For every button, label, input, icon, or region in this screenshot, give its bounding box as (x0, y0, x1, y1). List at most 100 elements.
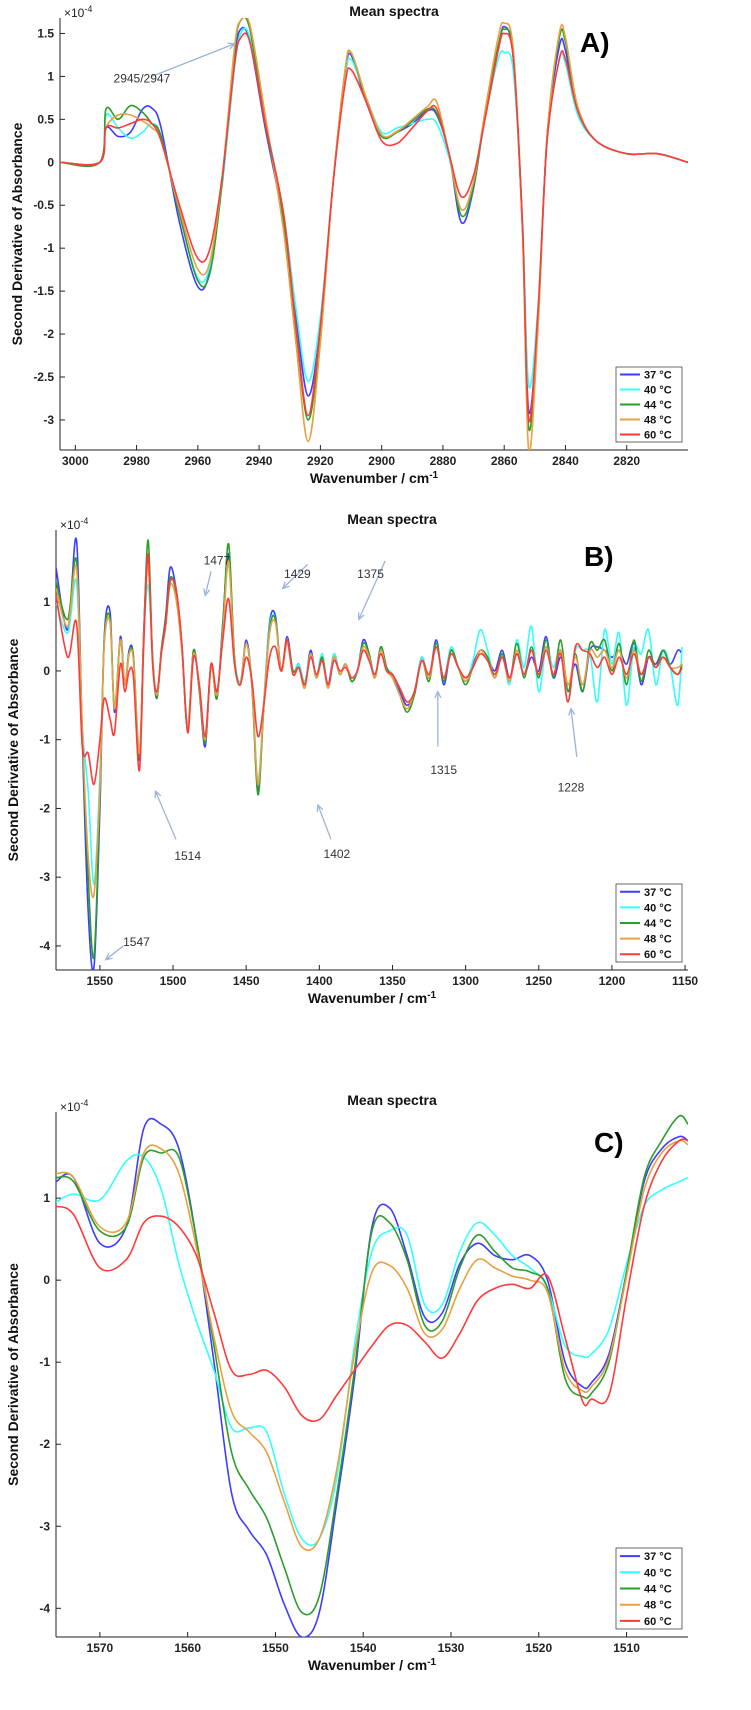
panel-title: Mean spectra (347, 511, 437, 527)
series-line-37c (56, 1117, 688, 1637)
annotation: 1514 (154, 789, 201, 863)
x-tick-label: 2840 (552, 454, 579, 468)
legend-label: 37 °C (644, 1551, 672, 1563)
annotation-arrow (317, 804, 332, 840)
x-axis-label: Wavenumber / cm-1 (308, 990, 437, 1006)
annotation-arrow (282, 563, 309, 589)
annotation-label: 1547 (123, 935, 150, 949)
annotation-arrowhead (316, 803, 324, 813)
y-multiplier: ×10-4 (64, 4, 92, 20)
x-tick-label: 1450 (233, 974, 260, 988)
x-tick-label: 2880 (430, 454, 457, 468)
panel-b: 1550 1500 1450 1400 1350 1300 1250 1200 1150 1 0 -1… (5, 511, 698, 1006)
annotation-arrowhead (357, 612, 365, 621)
legend-label: 44 °C (644, 1584, 672, 1596)
legend-label: 37 °C (644, 887, 672, 899)
legend: 37 °C 40 °C 44 °C 48 °C 60 °C (615, 366, 683, 443)
x-tick-label: 1300 (452, 974, 479, 988)
y-tick-label: 1.5 (37, 26, 54, 40)
y-tick-label: 1 (43, 595, 50, 609)
x-tick-label: 1400 (306, 974, 333, 988)
x-tick-label: 2940 (246, 454, 273, 468)
x-tick-label: 1350 (379, 974, 406, 988)
series-line-40c (56, 1153, 688, 1547)
x-tick-label: 1570 (87, 1641, 114, 1655)
panel-letter: A) (580, 27, 610, 58)
y-tick-label: -0.5 (33, 198, 54, 212)
x-tick-label: 1560 (174, 1641, 201, 1655)
legend-label: 44 °C (644, 400, 672, 412)
y-tick-label: -2.5 (33, 370, 54, 384)
series-line-60c (56, 553, 683, 786)
x-axis-label: Wavenumber / cm-1 (310, 470, 439, 486)
annotation: 1315 (430, 690, 457, 777)
annotation-label: 1429 (284, 567, 311, 581)
series-line-48c (56, 1139, 688, 1552)
annotation-arrow (154, 790, 177, 840)
x-tick-label: 3000 (62, 454, 89, 468)
annotation: 1228 (558, 707, 585, 794)
annotation-arrowhead (434, 690, 442, 699)
x-tick-label: 1530 (438, 1641, 465, 1655)
series-line-44c (56, 1114, 688, 1616)
annotation-label: 2945/2947 (114, 71, 171, 85)
annotation-arrow (105, 945, 124, 961)
y-tick-label: -3 (39, 870, 50, 884)
x-tick-label: 1150 (672, 974, 698, 988)
legend: 37 °C 40 °C 44 °C 48 °C 60 °C (615, 883, 683, 963)
y-tick-label: -3 (43, 413, 54, 427)
annotation-label: 1477 (204, 553, 231, 567)
panel-c: 1570 1560 1550 1540 1530 1520 1510 1 0 -1 -2 -3 -4 ×1… (5, 1092, 688, 1673)
legend-label: 60 °C (644, 1616, 672, 1628)
y-multiplier: ×10-4 (60, 1098, 88, 1114)
x-tick-label: 2820 (613, 454, 640, 468)
x-tick-label: 2960 (185, 454, 212, 468)
annotation-arrowhead (568, 707, 576, 716)
annotation: 1477 (203, 553, 231, 597)
x-tick-label: 1550 (87, 974, 114, 988)
y-tick-label: -1 (39, 733, 50, 747)
legend-label: 44 °C (644, 918, 672, 930)
panel-a: 3000 2980 2960 2940 2920 2900 2880 2860 2840 2820… (9, 3, 688, 486)
annotation-arrowhead (227, 42, 237, 50)
annotation-arrowhead (154, 789, 162, 799)
annotation-arrow (570, 708, 578, 757)
y-axis-label: Second Derivative of Absorbance (9, 122, 25, 345)
legend-label: 48 °C (644, 415, 672, 427)
y-tick-label: 0 (43, 1273, 50, 1287)
x-tick-label: 1540 (350, 1641, 377, 1655)
annotation: 1402 (316, 803, 351, 861)
y-tick-label: -4 (39, 939, 50, 953)
series-group (60, 18, 688, 450)
series-group (56, 537, 683, 970)
annotation-arrow (151, 43, 235, 78)
panel-title: Mean spectra (347, 1092, 437, 1108)
y-tick-label: -3 (39, 1519, 50, 1533)
x-tick-label: 1250 (525, 974, 552, 988)
annotation: 2945/2947 (114, 42, 237, 85)
legend-label: 37 °C (644, 370, 672, 382)
y-multiplier: ×10-4 (60, 516, 88, 532)
x-tick-label: 1520 (525, 1641, 552, 1655)
legend-label: 40 °C (644, 902, 672, 914)
x-tick-label: 1510 (613, 1641, 640, 1655)
y-tick-label: -4 (39, 1601, 50, 1615)
x-tick-label: 2860 (491, 454, 518, 468)
y-axis-label: Second Derivative of Absorbance (5, 1263, 21, 1486)
legend-label: 48 °C (644, 1600, 672, 1612)
annotation-arrowhead (104, 953, 113, 961)
legend-label: 60 °C (644, 430, 672, 442)
annotation-arrow (358, 560, 386, 620)
y-tick-label: 1 (43, 1191, 50, 1205)
series-group (56, 1114, 688, 1637)
y-tick-label: -2 (39, 1437, 50, 1451)
y-tick-label: 1 (47, 69, 54, 83)
annotation-label: 1228 (558, 780, 585, 794)
annotation: 1375 (357, 560, 386, 621)
series-line-60c (60, 32, 688, 423)
annotation-label: 1315 (430, 763, 457, 777)
legend-label: 40 °C (644, 385, 672, 397)
x-tick-label: 1500 (160, 974, 187, 988)
